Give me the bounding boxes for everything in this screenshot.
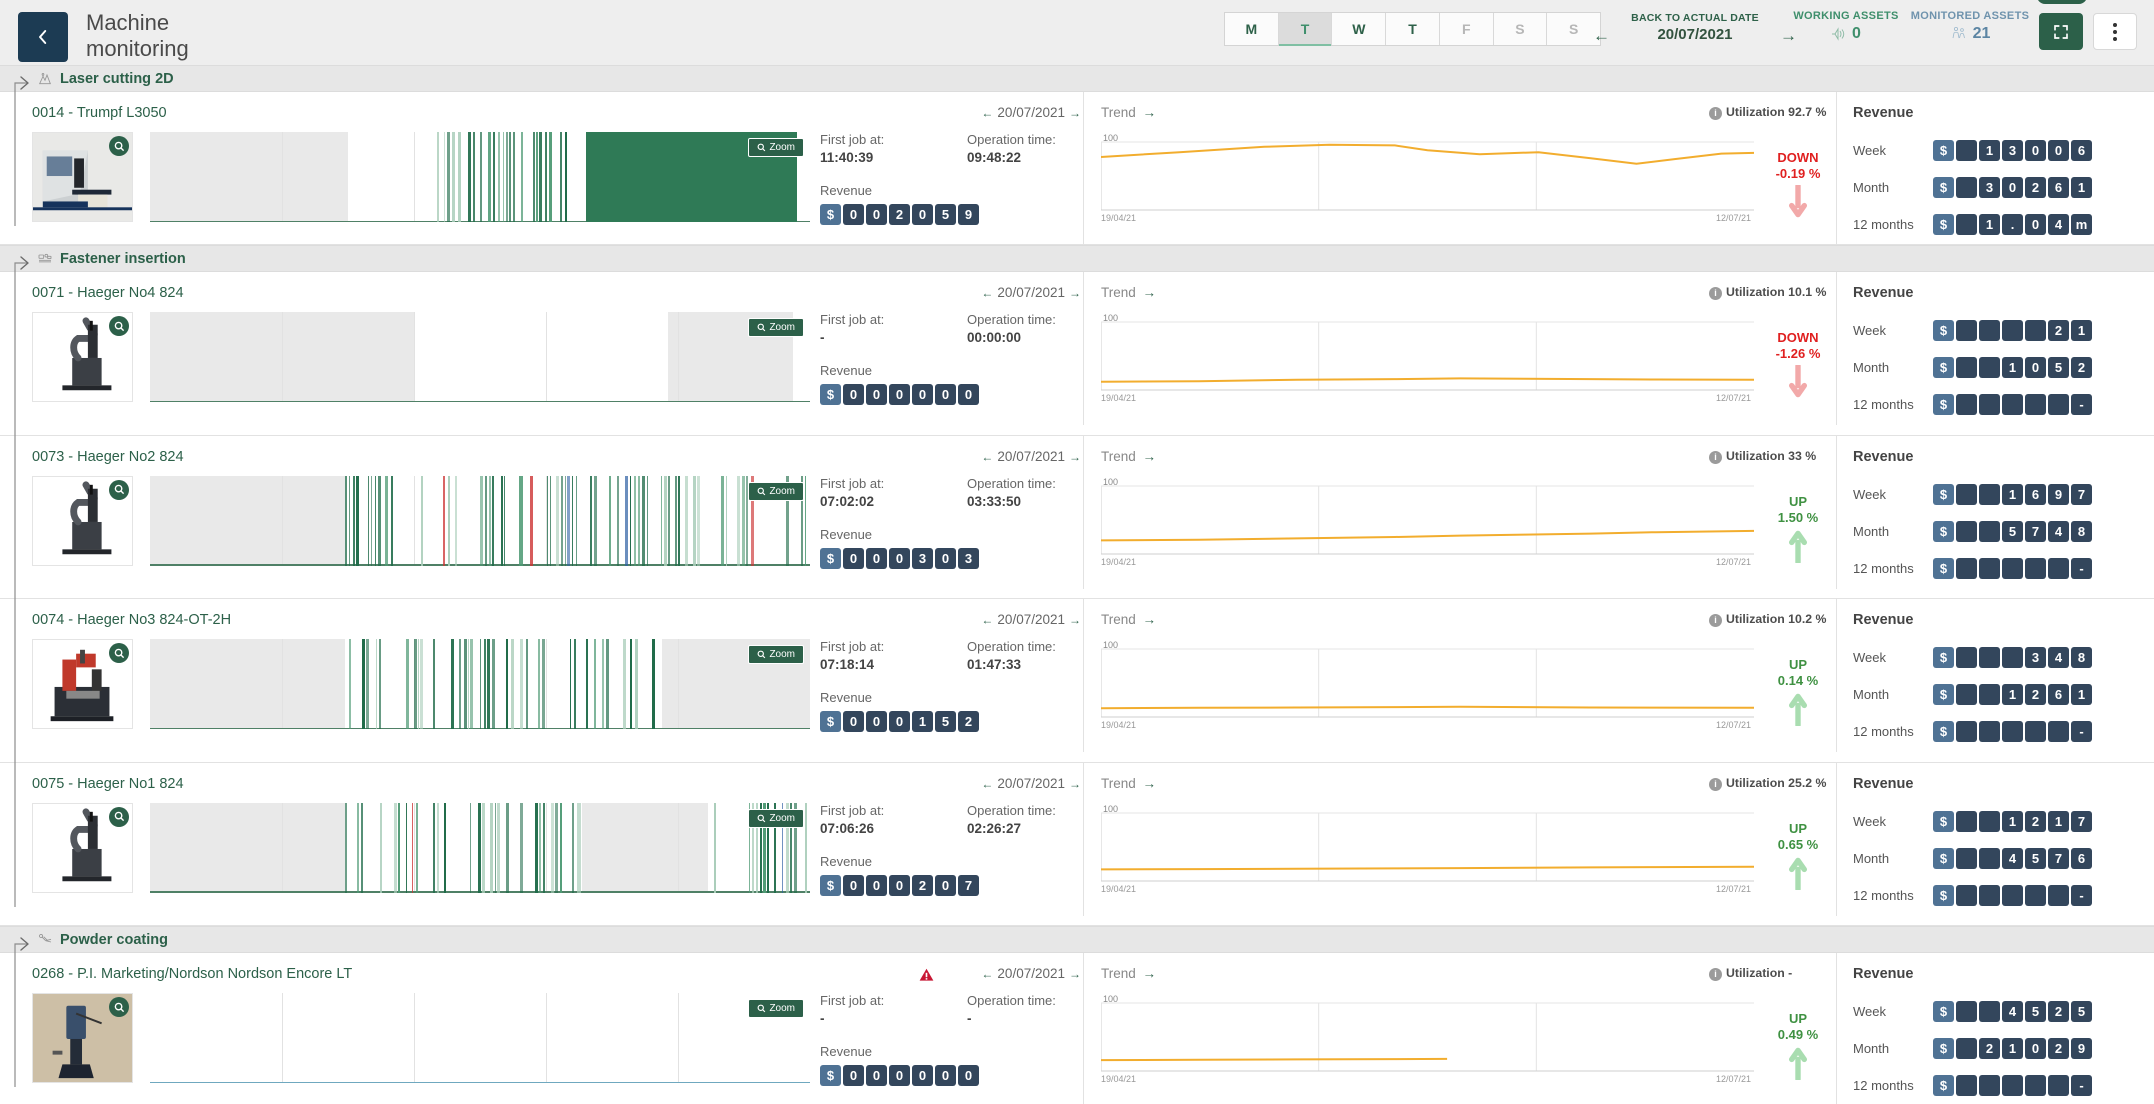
svg-text:19/04/21: 19/04/21 (1101, 557, 1136, 566)
svg-text:100: 100 (1103, 804, 1118, 814)
svg-text:19/04/21: 19/04/21 (1101, 720, 1136, 729)
svg-text:19/04/21: 19/04/21 (1101, 393, 1136, 402)
svg-text:19/04/21: 19/04/21 (1101, 213, 1136, 222)
svg-text:100: 100 (1103, 133, 1118, 143)
svg-text:100: 100 (1103, 477, 1118, 487)
svg-text:100: 100 (1103, 313, 1118, 323)
svg-text:100: 100 (1103, 994, 1118, 1004)
svg-text:100: 100 (1103, 640, 1118, 650)
svg-text:19/04/21: 19/04/21 (1101, 1074, 1136, 1083)
svg-text:19/04/21: 19/04/21 (1101, 884, 1136, 893)
